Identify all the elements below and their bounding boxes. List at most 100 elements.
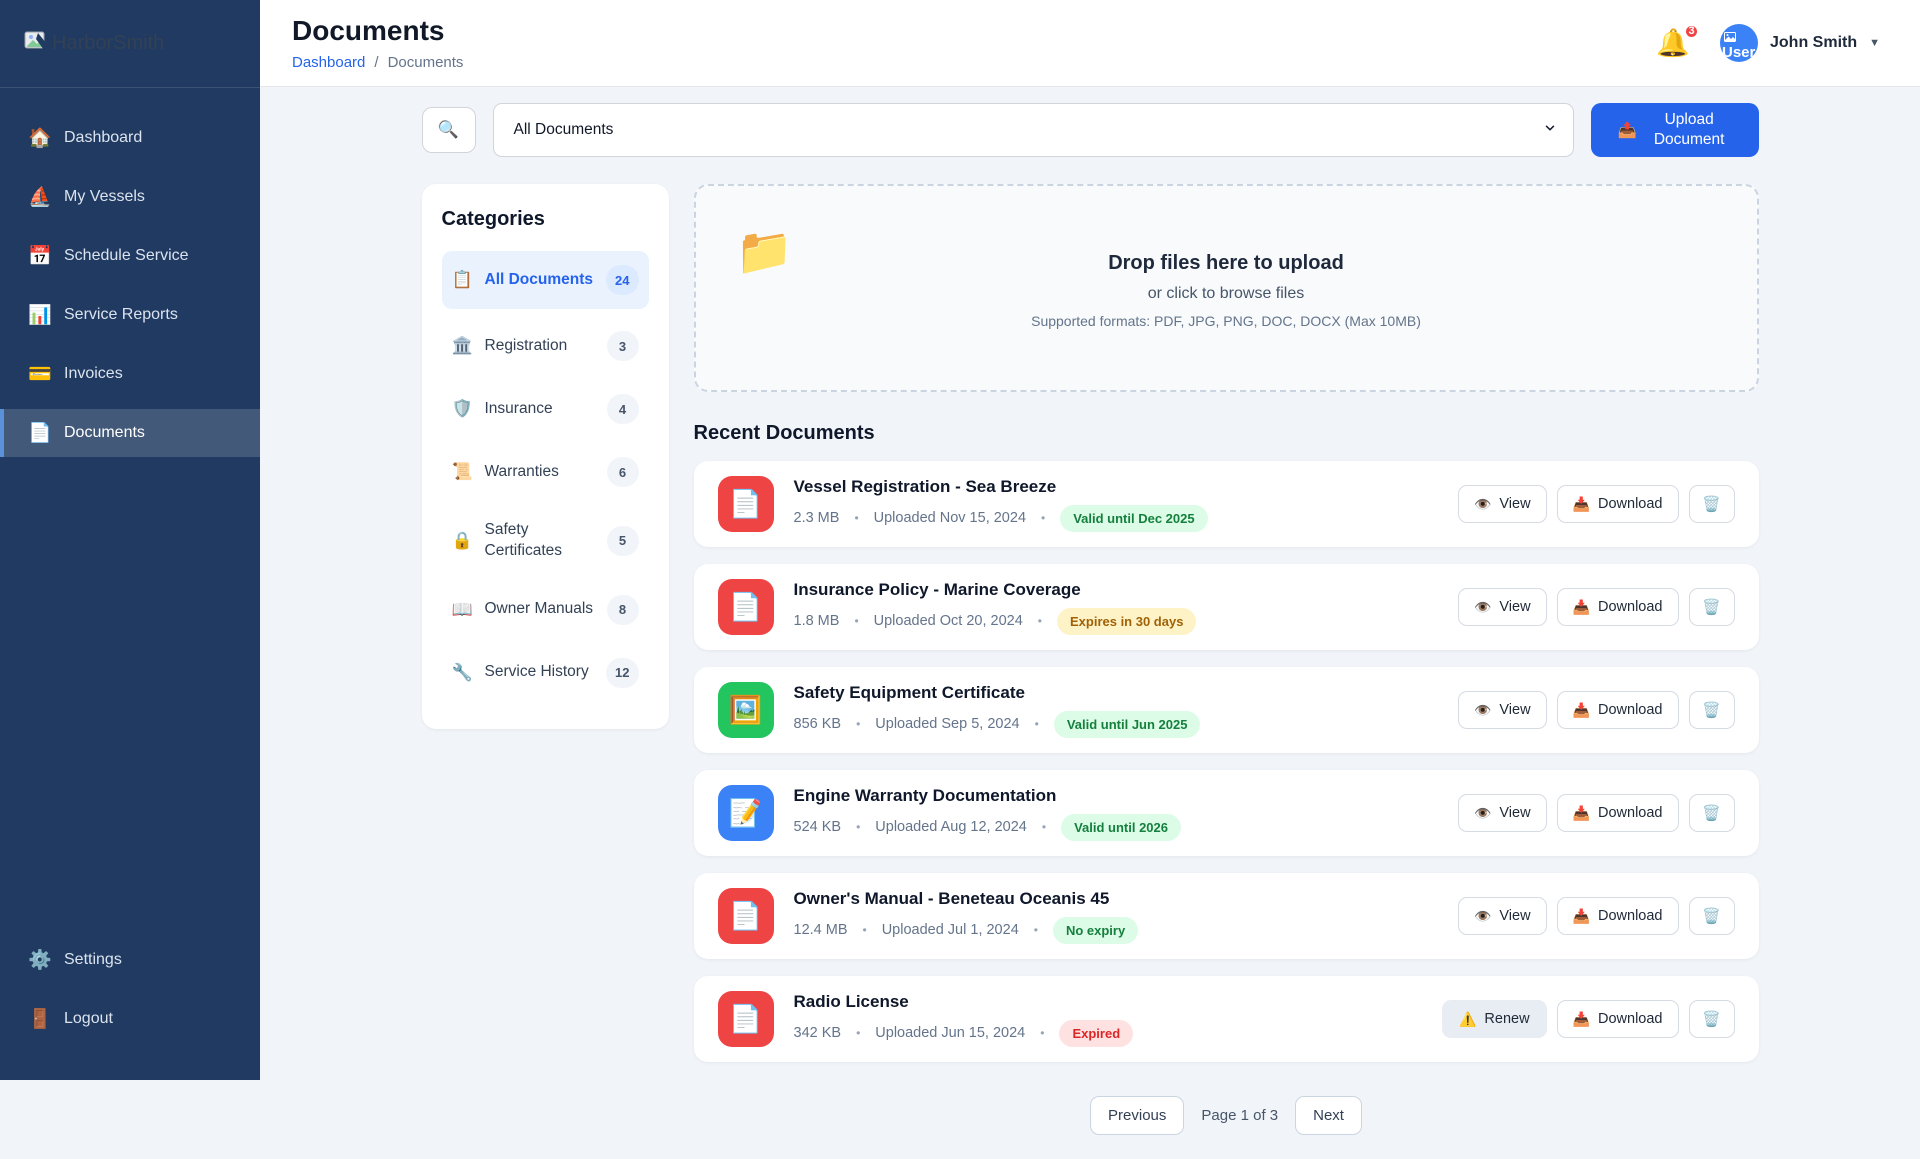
download-button[interactable]: 📥 Download [1556, 794, 1679, 832]
avatar-alt-text: User [1722, 44, 1756, 61]
view-button[interactable]: 👁️ View [1457, 794, 1547, 832]
user-menu[interactable]: User John Smith ▼ [1720, 24, 1880, 62]
notifications-button[interactable]: 🔔 3 [1656, 23, 1699, 57]
breadcrumb-separator: / [374, 54, 379, 71]
search-button[interactable]: 🔍 [421, 107, 476, 153]
category-service-history[interactable]: 🔧 Service History 12 [442, 647, 649, 699]
sidebar-item-dashboard[interactable]: 🏠 Dashboard [0, 114, 260, 162]
documents-filter-select[interactable]: All Documents [492, 103, 1574, 157]
categories-panel: Categories 📋 All Documents 24 🏛️ Registr… [421, 184, 669, 729]
category-all-documents[interactable]: 📋 All Documents 24 [441, 251, 649, 309]
view-button[interactable]: 👁️ View [1457, 588, 1547, 626]
header-right: 🔔 3 User John Smith ▼ [1656, 23, 1880, 62]
trash-icon: 🗑️ [1702, 598, 1721, 616]
file-size: 856 KB [793, 716, 842, 732]
status-badge: Valid until 2026 [1061, 813, 1181, 841]
sailboat-icon: ⛵ [28, 187, 52, 208]
document-row: 🖼️ Safety Equipment Certificate 856 KB •… [693, 667, 1759, 753]
sidebar-item-service-reports[interactable]: 📊 Service Reports [0, 291, 260, 339]
breadcrumb: Dashboard / Documents [292, 54, 463, 71]
avatar: User [1720, 24, 1758, 62]
delete-button[interactable]: 🗑️ [1688, 897, 1735, 935]
category-count-badge: 4 [606, 394, 639, 424]
meta-dot: • [856, 1026, 861, 1040]
wrench-icon: 🔧 [451, 662, 473, 682]
category-warranties[interactable]: 📜 Warranties 6 [442, 446, 649, 498]
house-icon: 🏠 [28, 128, 52, 149]
trash-icon: 🗑️ [1702, 495, 1721, 513]
previous-page-button[interactable]: Previous [1090, 1096, 1185, 1135]
page-header: Documents Dashboard / Documents 🔔 3 [260, 0, 1920, 87]
document-row: 📄 Owner's Manual - Beneteau Oceanis 45 1… [693, 873, 1759, 959]
view-button[interactable]: 👁️ View [1457, 897, 1547, 935]
breadcrumb-dashboard-link[interactable]: Dashboard [292, 54, 366, 71]
upload-date: Uploaded Nov 15, 2024 [873, 510, 1027, 526]
header-left: Documents Dashboard / Documents [292, 15, 463, 71]
sidebar-item-label: My Vessels [64, 188, 145, 205]
recent-documents-title: Recent Documents [693, 422, 875, 444]
view-button[interactable]: 👁️ View [1457, 691, 1547, 729]
view-button[interactable]: 👁️ View [1457, 485, 1547, 523]
download-button[interactable]: 📥 Download [1556, 897, 1679, 935]
file-dropzone[interactable]: 📁 Drop files here to upload or click to … [693, 184, 1759, 392]
chevron-down-icon: ▼ [1869, 37, 1880, 49]
trash-icon: 🗑️ [1702, 701, 1721, 719]
download-icon: 📥 [1572, 702, 1590, 718]
category-registration[interactable]: 🏛️ Registration 3 [442, 320, 649, 372]
sidebar-item-documents[interactable]: 📄 Documents [0, 409, 260, 457]
eye-icon: 👁️ [1473, 496, 1492, 512]
eye-icon: 👁️ [1473, 908, 1492, 924]
category-count-badge: 6 [606, 457, 639, 487]
sidebar-item-logout[interactable]: 🚪 Logout [0, 995, 260, 1043]
sidebar-item-schedule-service[interactable]: 📅 Schedule Service [0, 232, 260, 280]
category-count-badge: 24 [606, 265, 639, 295]
status-badge: Valid until Dec 2025 [1060, 504, 1208, 532]
upload-date: Uploaded Jul 1, 2024 [881, 922, 1019, 938]
sidebar-item-label: Service Reports [64, 306, 178, 323]
page-title: Documents [292, 15, 445, 46]
category-count-badge: 3 [606, 331, 639, 361]
delete-button[interactable]: 🗑️ [1688, 691, 1735, 729]
download-button[interactable]: 📥 Download [1556, 1000, 1679, 1038]
sidebar-item-settings[interactable]: ⚙️ Settings [0, 936, 260, 984]
notification-count-badge: 3 [1684, 23, 1699, 39]
download-button[interactable]: 📥 Download [1556, 485, 1679, 523]
download-button[interactable]: 📥 Download [1556, 588, 1679, 626]
page-status: Page 1 of 3 [1201, 1107, 1279, 1124]
document-row: 📄 Radio License 342 KB • Uploaded Jun 15… [693, 976, 1759, 1062]
category-safety-certificates[interactable]: 🔒 Safety Certificates 5 [442, 509, 649, 573]
file-size: 2.3 MB [793, 510, 840, 526]
eye-icon: 👁️ [1473, 702, 1492, 718]
eye-icon: 👁️ [1473, 805, 1492, 821]
sidebar-item-label: Logout [64, 1010, 113, 1027]
sidebar-item-my-vessels[interactable]: ⛵ My Vessels [0, 173, 260, 221]
eye-icon: 👁️ [1473, 599, 1492, 615]
category-insurance[interactable]: 🛡️ Insurance 4 [442, 383, 649, 435]
category-owner-manuals[interactable]: 📖 Owner Manuals 8 [442, 584, 649, 636]
sidebar-nav: 🏠 Dashboard ⛵ My Vessels 📅 Schedule Serv… [0, 114, 260, 457]
chevron-down-icon [1543, 121, 1557, 140]
bar-chart-icon: 📊 [28, 305, 52, 326]
delete-button[interactable]: 🗑️ [1688, 1000, 1735, 1038]
download-button[interactable]: 📥 Download [1556, 691, 1679, 729]
download-icon: 📥 [1572, 805, 1590, 821]
dropzone-title: Drop files here to upload [1108, 252, 1344, 274]
sidebar-item-invoices[interactable]: 💳 Invoices [0, 350, 260, 398]
delete-button[interactable]: 🗑️ [1688, 794, 1735, 832]
download-icon: 📥 [1572, 908, 1590, 924]
document-title: Vessel Registration - Sea Breeze [793, 476, 1057, 496]
delete-button[interactable]: 🗑️ [1688, 588, 1735, 626]
upload-document-button[interactable]: 📤 Upload Document [1590, 103, 1759, 157]
renew-button[interactable]: ⚠️ Renew [1441, 1000, 1547, 1038]
delete-button[interactable]: 🗑️ [1688, 485, 1735, 523]
upload-button-label: Upload Document [1653, 110, 1725, 148]
upload-date: Uploaded Aug 12, 2024 [875, 819, 1027, 835]
pagination: Previous Page 1 of 3 Next [694, 1096, 1759, 1159]
meta-dot: • [1034, 717, 1039, 731]
file-type-icon-doc: 📝 [717, 785, 774, 841]
trash-icon: 🗑️ [1702, 1010, 1721, 1028]
main-area: Documents Dashboard / Documents 🔔 3 [260, 0, 1920, 1159]
sidebar-footer: ⚙️ Settings 🚪 Logout [0, 936, 260, 1080]
next-page-button[interactable]: Next [1295, 1096, 1362, 1135]
